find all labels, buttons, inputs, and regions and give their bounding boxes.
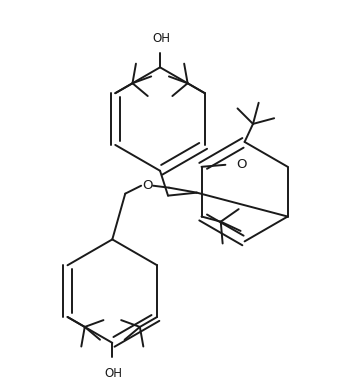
Text: OH: OH — [104, 367, 122, 380]
Text: OH: OH — [152, 33, 170, 45]
Text: O: O — [236, 158, 247, 171]
Text: O: O — [142, 179, 152, 192]
